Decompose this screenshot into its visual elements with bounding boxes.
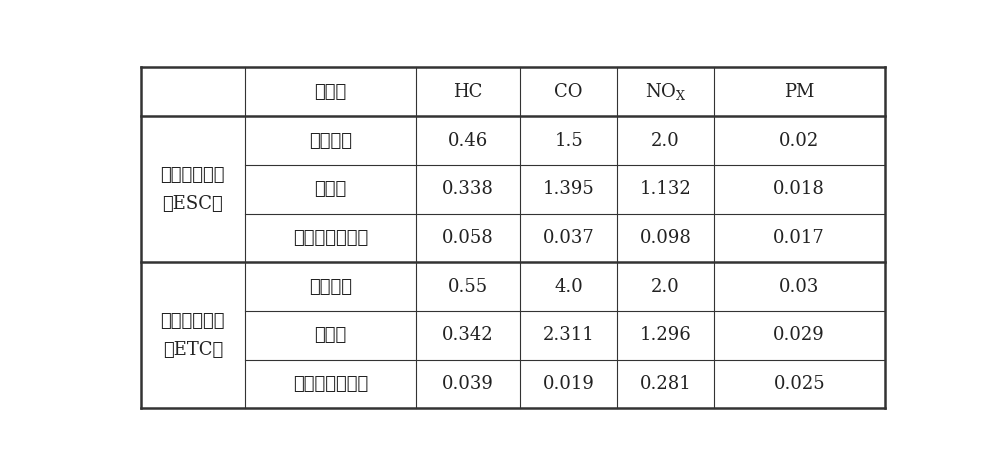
Text: 标准限值: 标准限值 (309, 132, 352, 150)
Text: 具体实施方式一: 具体实施方式一 (293, 375, 368, 393)
Text: 0.03: 0.03 (779, 278, 819, 296)
Text: 0.019: 0.019 (543, 375, 595, 393)
Text: 对比例: 对比例 (314, 180, 347, 198)
Text: 0.55: 0.55 (448, 278, 488, 296)
Text: 1.132: 1.132 (640, 180, 691, 198)
Text: （ESC）: （ESC） (162, 195, 223, 213)
Text: NO$_\mathregular{X}$: NO$_\mathregular{X}$ (645, 81, 686, 102)
Text: 0.039: 0.039 (442, 375, 494, 393)
Text: 稳态测试循环: 稳态测试循环 (161, 166, 225, 184)
Text: 0.342: 0.342 (442, 326, 494, 344)
Text: 2.0: 2.0 (651, 278, 680, 296)
Text: 2.311: 2.311 (543, 326, 595, 344)
Text: 0.037: 0.037 (543, 229, 595, 247)
Text: HC: HC (453, 83, 483, 101)
Text: 1.395: 1.395 (543, 180, 595, 198)
Text: 0.46: 0.46 (448, 132, 488, 150)
Text: 2.0: 2.0 (651, 132, 680, 150)
Text: 0.281: 0.281 (640, 375, 691, 393)
Text: 1.296: 1.296 (640, 326, 691, 344)
Text: 0.017: 0.017 (773, 229, 825, 247)
Text: 标准限值: 标准限值 (309, 278, 352, 296)
Text: （ETC）: （ETC） (163, 341, 223, 359)
Text: 具体实施方式一: 具体实施方式一 (293, 229, 368, 247)
Text: 0.058: 0.058 (442, 229, 494, 247)
Text: 排放物: 排放物 (314, 83, 347, 101)
Text: 0.338: 0.338 (442, 180, 494, 198)
Text: 0.018: 0.018 (773, 180, 825, 198)
Text: 1.5: 1.5 (554, 132, 583, 150)
Text: 0.02: 0.02 (779, 132, 819, 150)
Text: PM: PM (784, 83, 814, 101)
Text: CO: CO (554, 83, 583, 101)
Text: 0.025: 0.025 (773, 375, 825, 393)
Text: 0.098: 0.098 (640, 229, 692, 247)
Text: 瞬态检测循环: 瞬态检测循环 (161, 312, 225, 330)
Text: 0.029: 0.029 (773, 326, 825, 344)
Text: 4.0: 4.0 (554, 278, 583, 296)
Text: 对比例: 对比例 (314, 326, 347, 344)
